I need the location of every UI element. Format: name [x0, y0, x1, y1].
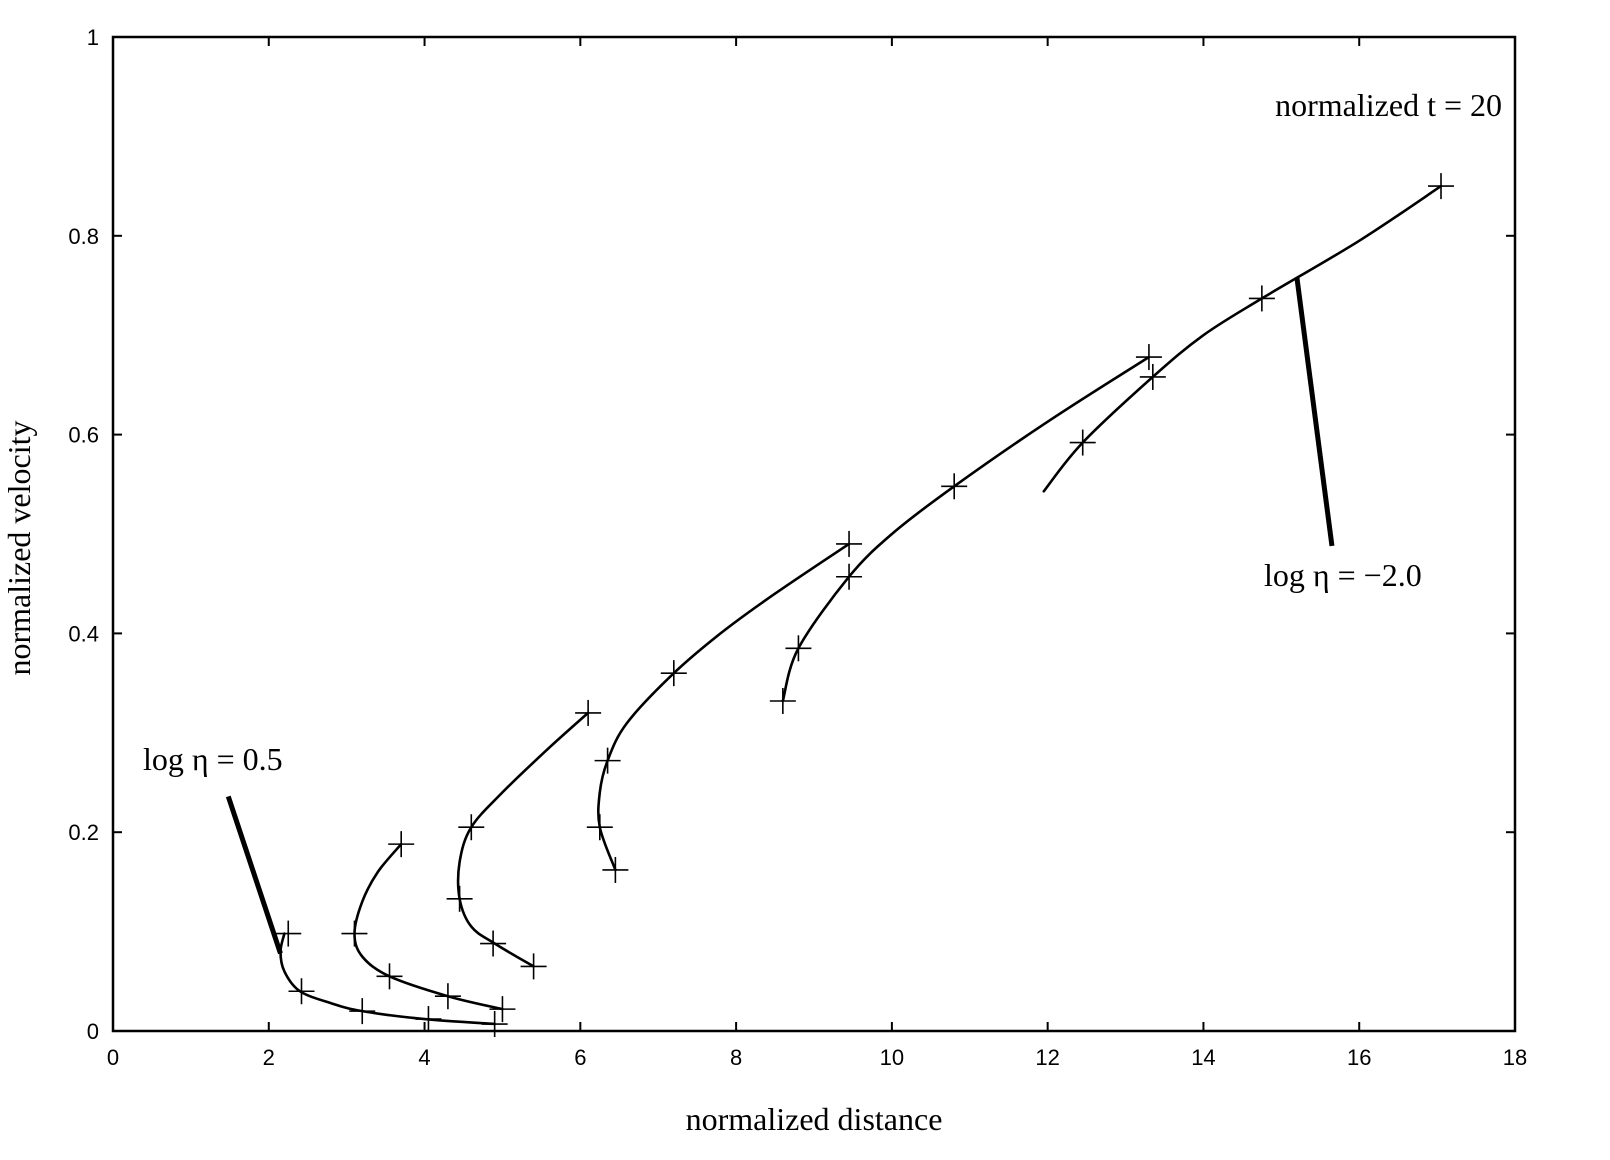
annotation-pointer-1: [225, 795, 283, 955]
data-point-marker: [446, 885, 473, 912]
x-tick-label: 12: [1035, 1045, 1059, 1070]
tick-labels: 0 2 4 6 8 10 12 14 16 18 0 0.2 0.4 0.6 0.8 1: [68, 25, 1527, 1070]
series-curve-2: [353, 842, 504, 1011]
series-markers: [275, 173, 1455, 1038]
data-point-marker: [415, 1006, 442, 1033]
annotation-time: normalized t = 20: [1275, 87, 1502, 123]
data-point-marker: [1069, 429, 1096, 456]
x-tick-label: 14: [1191, 1045, 1215, 1070]
data-point-marker: [520, 953, 547, 980]
y-tick-label: 0.4: [68, 621, 99, 646]
data-point-marker: [836, 530, 863, 557]
data-point-marker: [288, 978, 315, 1005]
x-tick-label: 16: [1347, 1045, 1371, 1070]
data-point-marker: [275, 920, 302, 947]
data-point-marker: [1139, 363, 1166, 390]
data-point-marker: [575, 699, 602, 726]
series-curve-5: [781, 355, 1151, 703]
data-point-marker: [341, 920, 368, 947]
y-tick-label: 0.2: [68, 820, 99, 845]
y-axis-title: normalized velocity: [1, 420, 37, 675]
x-tick-label: 4: [418, 1045, 430, 1070]
plot-frame: [111, 35, 1517, 1033]
data-point-marker: [660, 660, 687, 687]
data-point-marker: [1248, 285, 1275, 312]
tick-marks: [112, 36, 1516, 1032]
data-point-marker: [349, 998, 376, 1025]
y-tick-label: 0: [87, 1019, 99, 1044]
series-curves: [279, 184, 1443, 1026]
x-axis-title: normalized distance: [686, 1101, 943, 1137]
annotation-log-eta-high: log η = 0.5: [143, 741, 283, 777]
x-tick-label: 0: [107, 1045, 119, 1070]
data-point-marker: [1428, 173, 1455, 200]
data-point-marker: [602, 856, 629, 883]
y-tick-label: 0.6: [68, 423, 99, 448]
data-point-marker: [836, 563, 863, 590]
data-point-marker: [586, 814, 613, 841]
data-point-marker: [388, 831, 415, 858]
annotation-log-eta-low: log η = −2.0: [1264, 557, 1422, 593]
series-curve-4: [597, 542, 851, 872]
series-curve-3: [456, 711, 590, 968]
x-tick-label: 8: [730, 1045, 742, 1070]
data-point-marker: [489, 996, 516, 1023]
x-tick-label: 18: [1503, 1045, 1527, 1070]
data-point-marker: [480, 930, 507, 957]
x-tick-label: 2: [263, 1045, 275, 1070]
annotation-pointer-2: [1294, 277, 1335, 547]
data-point-marker: [1135, 344, 1162, 371]
data-point-marker: [769, 687, 796, 714]
data-point-marker: [481, 1011, 508, 1038]
y-tick-label: 1: [87, 25, 99, 50]
annotation-pointers: [225, 277, 1335, 955]
series-curve-1: [279, 932, 496, 1026]
data-point-marker: [458, 814, 485, 841]
data-point-marker: [594, 747, 621, 774]
data-point-marker: [376, 963, 403, 990]
series-curve-6: [1042, 184, 1443, 493]
x-tick-label: 6: [574, 1045, 586, 1070]
data-point-marker: [941, 473, 968, 500]
data-point-marker: [434, 983, 461, 1010]
y-tick-label: 0.8: [68, 224, 99, 249]
x-tick-label: 10: [880, 1045, 904, 1070]
data-point-marker: [785, 635, 812, 662]
